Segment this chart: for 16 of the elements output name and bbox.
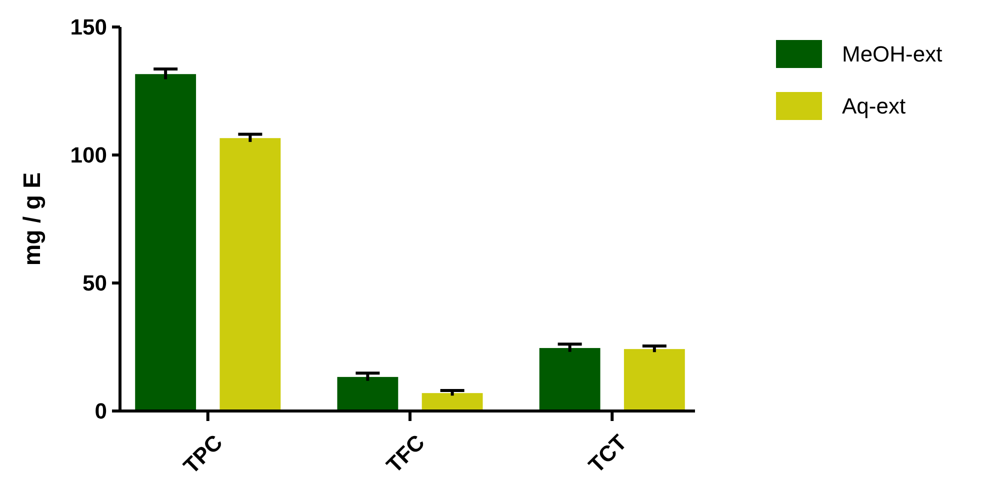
legend-label: MeOH-ext <box>842 42 942 67</box>
bar <box>624 349 685 411</box>
bar <box>135 74 196 411</box>
x-tick-label: TPC <box>178 430 228 479</box>
legend-label: Aq-ext <box>842 94 906 119</box>
y-tick-label: 50 <box>82 270 107 296</box>
y-tick-label: 150 <box>70 14 107 40</box>
bar <box>220 138 281 411</box>
y-tick-label: 100 <box>70 142 107 168</box>
bar <box>539 348 600 411</box>
bar <box>422 393 483 411</box>
bar <box>337 376 398 411</box>
y-axis-title: mg / g E <box>19 172 46 266</box>
x-tick-label: TFC <box>382 430 430 478</box>
x-tick-label: TCT <box>584 429 632 478</box>
y-tick-label: 0 <box>94 398 107 424</box>
